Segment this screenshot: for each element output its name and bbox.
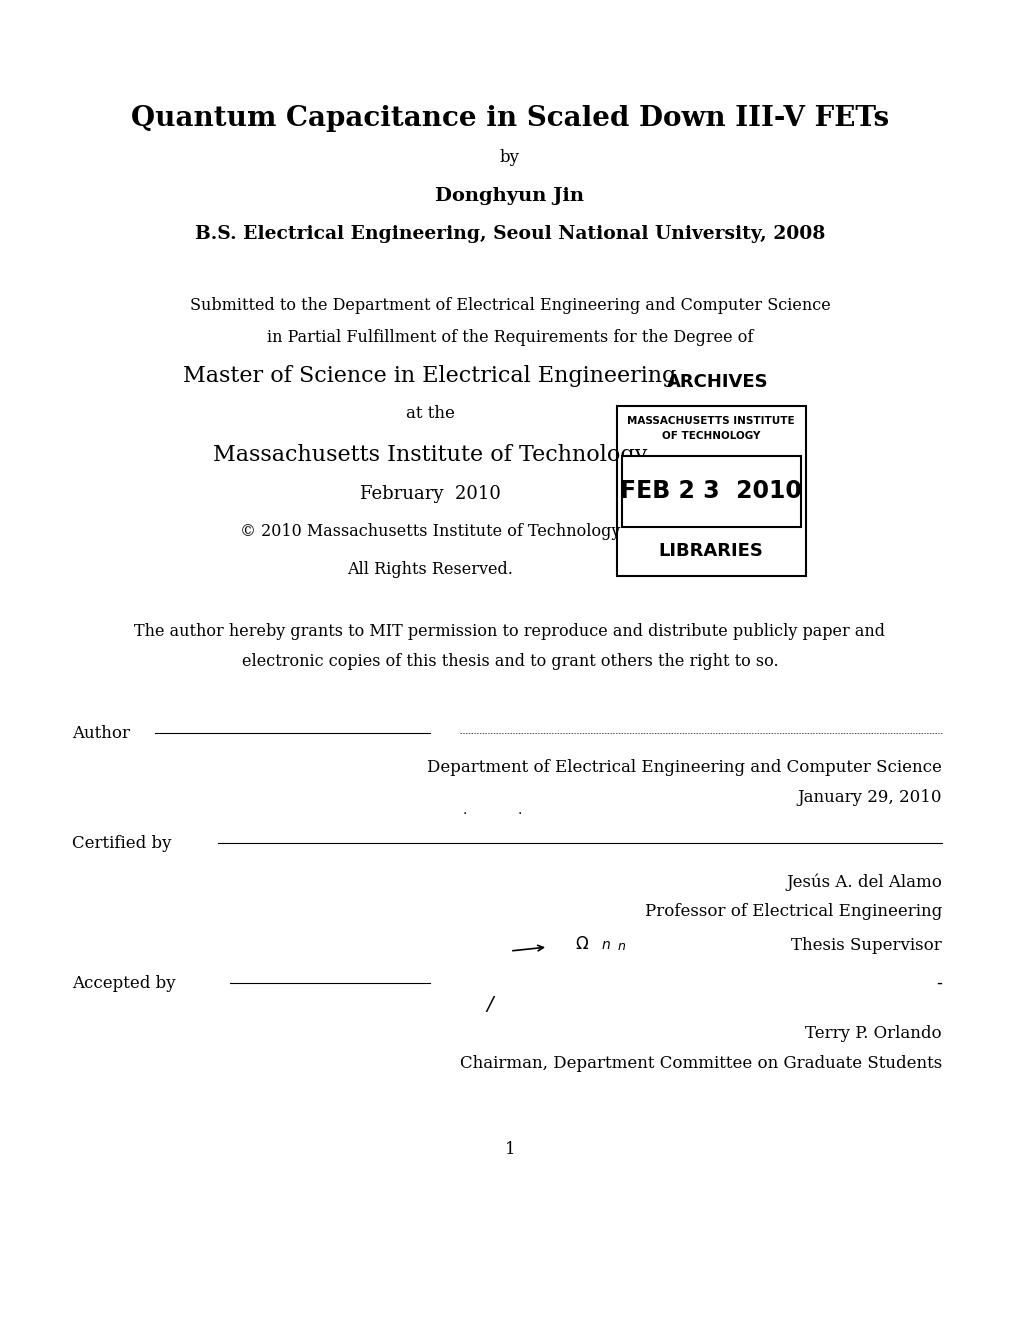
Text: 1: 1 — [504, 1142, 515, 1159]
Text: Thesis Supervisor: Thesis Supervisor — [791, 936, 942, 953]
Text: LIBRARIES: LIBRARIES — [658, 543, 762, 560]
Bar — [616, 407, 805, 576]
Text: ARCHIVES: ARCHIVES — [666, 374, 768, 391]
Text: Donghyun Jin: Donghyun Jin — [435, 187, 584, 205]
Text: FEB 2 3  2010: FEB 2 3 2010 — [620, 479, 801, 503]
Text: in Partial Fulfillment of the Requirements for the Degree of: in Partial Fulfillment of the Requiremen… — [267, 330, 752, 346]
Text: Author: Author — [72, 725, 129, 742]
Bar — [622, 455, 800, 527]
Text: Massachusetts Institute of Technology: Massachusetts Institute of Technology — [213, 444, 646, 466]
Text: January 29, 2010: January 29, 2010 — [797, 789, 942, 807]
Text: Department of Electrical Engineering and Computer Science: Department of Electrical Engineering and… — [427, 759, 942, 776]
Text: /: / — [486, 995, 493, 1015]
Text: electronic copies of this thesis and to grant others the right to so.: electronic copies of this thesis and to … — [242, 652, 777, 669]
Text: The author hereby grants to MIT permission to reproduce and distribute publicly : The author hereby grants to MIT permissi… — [135, 623, 884, 640]
Text: B.S. Electrical Engineering, Seoul National University, 2008: B.S. Electrical Engineering, Seoul Natio… — [195, 224, 824, 243]
Text: Quantum Capacitance in Scaled Down III-V FETs: Quantum Capacitance in Scaled Down III-V… — [130, 104, 889, 132]
Text: Terry P. Orlando: Terry P. Orlando — [805, 1024, 942, 1041]
Text: .: . — [518, 803, 522, 817]
Text: -: - — [935, 974, 942, 993]
Text: $\mathit{\Omega}$: $\mathit{\Omega}$ — [575, 935, 589, 953]
Text: $\mathit{n}$: $\mathit{n}$ — [616, 940, 626, 953]
Text: © 2010 Massachusetts Institute of Technology: © 2010 Massachusetts Institute of Techno… — [239, 524, 620, 540]
Text: February  2010: February 2010 — [360, 484, 500, 503]
Text: Professor of Electrical Engineering: Professor of Electrical Engineering — [644, 903, 942, 920]
Text: Accepted by: Accepted by — [72, 974, 175, 991]
Text: OF TECHNOLOGY: OF TECHNOLOGY — [661, 432, 759, 441]
Text: All Rights Reserved.: All Rights Reserved. — [346, 561, 513, 578]
Text: at the: at the — [406, 404, 454, 421]
Text: MASSACHUSETTS INSTITUTE: MASSACHUSETTS INSTITUTE — [627, 416, 794, 426]
Text: $\mathit{n}$: $\mathit{n}$ — [600, 939, 610, 952]
Text: Chairman, Department Committee on Graduate Students: Chairman, Department Committee on Gradua… — [460, 1055, 942, 1072]
Text: by: by — [499, 149, 520, 166]
Text: Jesús A. del Alamo: Jesús A. del Alamo — [786, 874, 942, 891]
Text: .: . — [463, 803, 467, 817]
Text: Master of Science in Electrical Engineering: Master of Science in Electrical Engineer… — [183, 366, 676, 387]
Text: Submitted to the Department of Electrical Engineering and Computer Science: Submitted to the Department of Electrica… — [190, 297, 829, 314]
Text: Certified by: Certified by — [72, 834, 171, 851]
